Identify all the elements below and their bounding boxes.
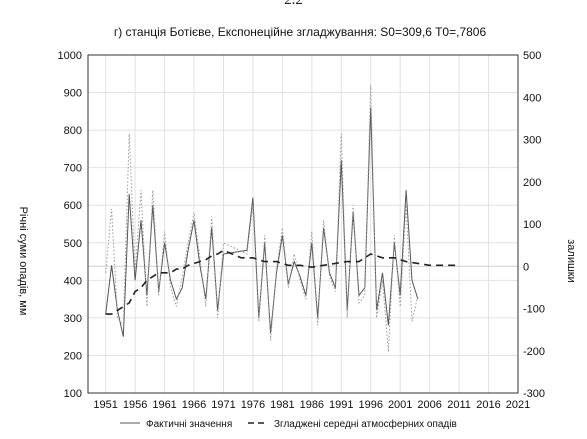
plot-frame: [87, 54, 519, 394]
x-tick-label: 1996: [358, 399, 382, 411]
y2-tick-label: -200: [523, 346, 545, 358]
y-tick-label: 800: [64, 125, 82, 137]
x-tick-label: 2016: [476, 399, 500, 411]
y-tick-label: 1000: [58, 50, 82, 62]
x-tick-label: 1981: [270, 399, 294, 411]
axes-layer: 1002003004005006007008009001000-300-200-…: [58, 50, 546, 411]
y2-tick-label: 200: [523, 177, 541, 189]
x-tick-label: 1951: [93, 399, 117, 411]
x-tick-label: 1966: [182, 399, 206, 411]
y-tick-label: 600: [64, 200, 82, 212]
y2-tick-label: -100: [523, 304, 545, 316]
figure-label: 2.2: [284, 0, 303, 8]
y-axis-label: Річні суми опадів, мм: [17, 207, 29, 316]
x-tick-label: 2001: [388, 399, 412, 411]
x-tick-label: 1991: [329, 399, 353, 411]
y2-tick-label: 300: [523, 135, 541, 147]
x-tick-label: 2006: [417, 399, 441, 411]
x-tick-label: 1961: [152, 399, 176, 411]
y-tick-label: 400: [64, 275, 82, 287]
series-line-dotted: [105, 84, 419, 352]
chart-title: г) станція Ботієве, Експонеційне згладжу…: [114, 25, 487, 39]
x-tick-label: 1976: [241, 399, 265, 411]
y-tick-label: 500: [64, 238, 82, 250]
y2-tick-label: 500: [523, 50, 541, 62]
chart-svg: г) станція Ботієве, Експонеційне згладжу…: [17, 25, 577, 430]
series-layer: [105, 84, 460, 352]
legend: Фактичні значення Згладжені середні атмо…: [120, 418, 457, 430]
y2-tick-label: 100: [523, 219, 541, 231]
y2-axis-label: залишки: [565, 239, 577, 283]
y-tick-label: 200: [64, 350, 82, 362]
y-tick-label: 100: [64, 388, 82, 400]
legend-label-actual: Фактичні значення: [146, 419, 232, 430]
grid-layer: [88, 54, 519, 394]
y2-tick-label: 0: [523, 261, 529, 273]
y2-tick-label: 400: [523, 92, 541, 104]
y-tick-label: 300: [64, 313, 82, 325]
x-tick-label: 2021: [506, 399, 530, 411]
series-line-dashed: [105, 249, 460, 315]
x-tick-label: 1956: [123, 399, 147, 411]
y-tick-label: 700: [64, 163, 82, 175]
legend-label-smoothed: Згладжені середні атмосферних опадів: [274, 418, 457, 430]
y-tick-label: 900: [64, 88, 82, 100]
x-tick-label: 1986: [300, 399, 324, 411]
y2-tick-label: -300: [523, 388, 545, 400]
x-tick-label: 1971: [211, 399, 235, 411]
chart-panel: г) станція Ботієве, Експонеційне згладжу…: [0, 18, 587, 439]
x-tick-label: 2011: [447, 399, 471, 411]
